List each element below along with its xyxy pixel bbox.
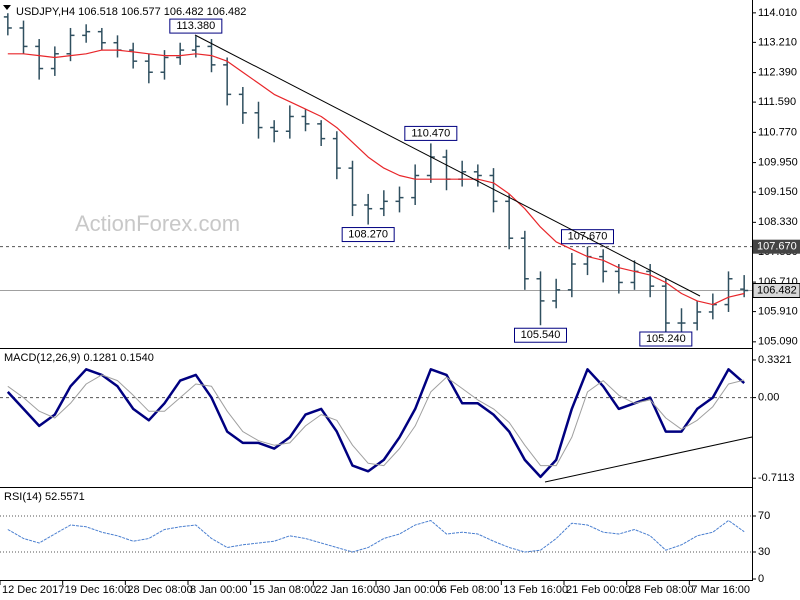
series-line (7, 49, 745, 306)
x-tick-label: 21 Feb 00:00 (566, 584, 631, 596)
level-label-box (753, 239, 800, 254)
annotation-label: 105.540 (521, 329, 561, 341)
y-tick-label: 0.3321 (758, 354, 792, 366)
y-tick-label: 112.390 (758, 67, 797, 79)
y-tick-label: 113.210 (758, 36, 797, 48)
x-tick-label: 8 Jan 00:00 (190, 584, 248, 596)
annotation-box (404, 125, 458, 141)
x-tick-label: 6 Feb 08:00 (441, 584, 500, 596)
x-tick-label: 28 Dec 08:00 (127, 584, 192, 596)
x-tick-label: 22 Jan 16:00 (315, 584, 379, 596)
annotation-box (169, 18, 223, 34)
y-tick-label: 105.910 (758, 305, 798, 317)
annotation-label: 110.470 (411, 127, 450, 139)
y-tick-label: 114.010 (758, 7, 797, 19)
menu-arrow (3, 5, 11, 10)
series-line (6, 368, 746, 479)
last-price-label: 106.482 (757, 284, 797, 296)
annotation-label: 107.670 (568, 231, 608, 243)
watermark: ActionForex.com (75, 211, 240, 236)
panel-title: USDJPY,H4 106.518 106.577 106.482 106.48… (16, 6, 246, 18)
y-tick-label: 105.090 (758, 336, 798, 348)
level-label: 107.670 (757, 241, 797, 253)
y-tick-label: 30 (758, 546, 770, 558)
annotation-box (639, 331, 693, 347)
y-tick-label: 0.00 (758, 392, 779, 404)
y-tick-label: 109.950 (758, 156, 798, 168)
trend-line (194, 34, 701, 297)
series-line (7, 374, 745, 467)
panel-title: RSI(14) 52.5571 (4, 491, 85, 503)
macd-trend-line (544, 436, 753, 483)
annotation-box (341, 227, 395, 243)
x-tick-label: 19 Dec 16:00 (65, 584, 130, 596)
x-tick-label: 12 Dec 2017 (2, 584, 64, 596)
annotation-label: 113.380 (176, 20, 215, 32)
x-tick-label: 28 Feb 08:00 (629, 584, 694, 596)
x-tick-label: 7 Mar 16:00 (691, 584, 750, 596)
series-line (7, 520, 745, 553)
plot-layer: 114.010 113.210 112.390 111.590 110.770 109.9… (0, 6, 800, 596)
y-tick-label: 0 (758, 573, 764, 585)
y-tick-label: 111.590 (758, 96, 796, 108)
y-tick-label: 108.330 (758, 216, 798, 228)
annotation-box (514, 327, 567, 343)
panel-title: MACD(12,26,9) 0.1281 0.1540 (4, 352, 154, 364)
x-tick-label: 30 Jan 00:00 (378, 584, 442, 596)
y-tick-label: 109.150 (758, 186, 798, 198)
y-tick-label: 70 (758, 510, 770, 522)
annotation-label: 108.270 (348, 228, 388, 240)
x-tick-label: 15 Jan 08:00 (253, 584, 317, 596)
annotation-box (561, 229, 614, 245)
annotation-label: 105.240 (646, 333, 686, 345)
y-tick-label: 110.770 (758, 126, 797, 138)
x-tick-label: 13 Feb 16:00 (503, 584, 568, 596)
y-tick-label: -0.7113 (758, 472, 795, 484)
